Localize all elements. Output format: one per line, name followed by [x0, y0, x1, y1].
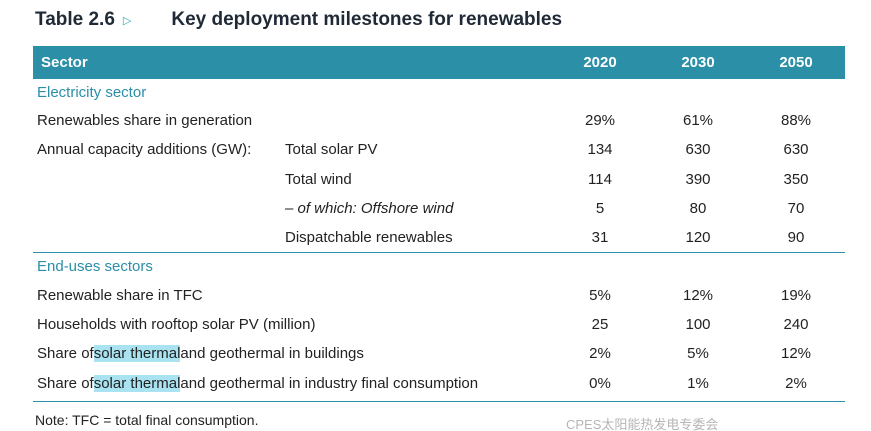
row-label-sub: Total solar PV	[285, 141, 378, 159]
table-row: Total wind 114 390 350	[33, 165, 845, 194]
row-label: Renewables share in generation	[37, 112, 253, 130]
table-note: Note: TFC = total final consumption.	[35, 412, 259, 428]
row-label: Total wind	[285, 170, 352, 188]
header-year-2050: 2050	[779, 54, 813, 71]
cell-2020: 2%	[589, 345, 611, 363]
cell-2020: 31	[591, 229, 609, 247]
triangle-arrow-icon: ▷	[122, 14, 132, 27]
row-label: Share of solar thermal and geothermal in…	[33, 374, 551, 392]
cell-2050: 70	[787, 200, 805, 218]
table-number: Table 2.6	[35, 9, 115, 30]
table-title: Table 2.6 ▷ Key deployment milestones fo…	[35, 6, 562, 34]
cell-2030: 100	[685, 315, 711, 333]
table-bottom-rule	[33, 400, 845, 402]
cell-2050: 19%	[780, 286, 812, 304]
row-label: Households with rooftop solar PV (millio…	[37, 315, 316, 333]
milestones-table: Sector 2020 2030 2050 Electricity sector…	[33, 46, 845, 402]
cell-2050: 240	[783, 315, 809, 333]
header-year-2030: 2030	[681, 54, 715, 71]
cell-2020: 0%	[589, 374, 611, 392]
watermark: CPES太阳能热发电专委会	[566, 417, 719, 431]
row-label: Dispatchable renewables	[285, 229, 453, 247]
cell-2050: 90	[787, 229, 805, 247]
cell-2020: 5%	[589, 286, 611, 304]
header-year-2020: 2020	[583, 54, 617, 71]
row-label-pre: Share of	[37, 345, 94, 363]
row-label: – of which: Offshore wind	[285, 200, 454, 218]
cell-2020: 134	[587, 141, 613, 159]
row-label-post: and geothermal in buildings	[180, 345, 364, 363]
cell-2030: 630	[685, 141, 711, 159]
row-label: Annual capacity additions (GW): Total so…	[33, 141, 551, 158]
cell-2050: 350	[783, 170, 809, 188]
cell-2030: 61%	[682, 112, 714, 130]
cell-2020: 25	[591, 315, 609, 333]
table-row: Annual capacity additions (GW): Total so…	[33, 135, 845, 164]
cell-2030: 5%	[687, 345, 709, 363]
highlighted-text: solar thermal	[93, 374, 181, 392]
cell-2020: 114	[588, 170, 612, 188]
cell-2050: 2%	[785, 374, 807, 392]
row-label-prefix: Annual capacity additions (GW):	[37, 141, 252, 159]
cell-2030: 390	[685, 170, 711, 188]
table-row: Renewable share in TFC 5% 12% 19%	[33, 280, 845, 309]
table-row: Share of solar thermal and geothermal in…	[33, 339, 845, 368]
cell-2050: 12%	[780, 345, 812, 363]
cell-2020: 29%	[584, 112, 616, 130]
table-caption: Key deployment milestones for renewables	[171, 9, 563, 30]
header-sector: Sector	[41, 54, 88, 71]
section-title-end-uses: End-uses sectors	[33, 252, 845, 280]
table-header: Sector 2020 2030 2050	[33, 46, 845, 79]
row-label-pre: Share of	[37, 374, 94, 392]
highlighted-text: solar thermal	[93, 345, 181, 363]
cell-2050: 88%	[780, 112, 812, 130]
table-row: – of which: Offshore wind 5 80 70	[33, 194, 845, 223]
row-label: Share of solar thermal and geothermal in…	[33, 345, 551, 363]
table-row: Dispatchable renewables 31 120 90	[33, 223, 845, 252]
section-title-electricity: Electricity sector	[37, 84, 147, 101]
cell-2050: 630	[783, 141, 809, 159]
cell-2030: 120	[685, 229, 711, 247]
row-label: Renewable share in TFC	[37, 286, 203, 304]
row-label-post: and geothermal in industry final consump…	[180, 374, 479, 392]
cell-2020: 5	[595, 200, 605, 218]
cell-2030: 1%	[687, 374, 709, 392]
cell-2030: 80	[689, 200, 707, 218]
table-row: Renewables share in generation 29% 61% 8…	[33, 106, 845, 135]
table-row: Households with rooftop solar PV (millio…	[33, 310, 845, 339]
table-row: Share of solar thermal and geothermal in…	[33, 368, 845, 397]
cell-2030: 12%	[682, 286, 714, 304]
